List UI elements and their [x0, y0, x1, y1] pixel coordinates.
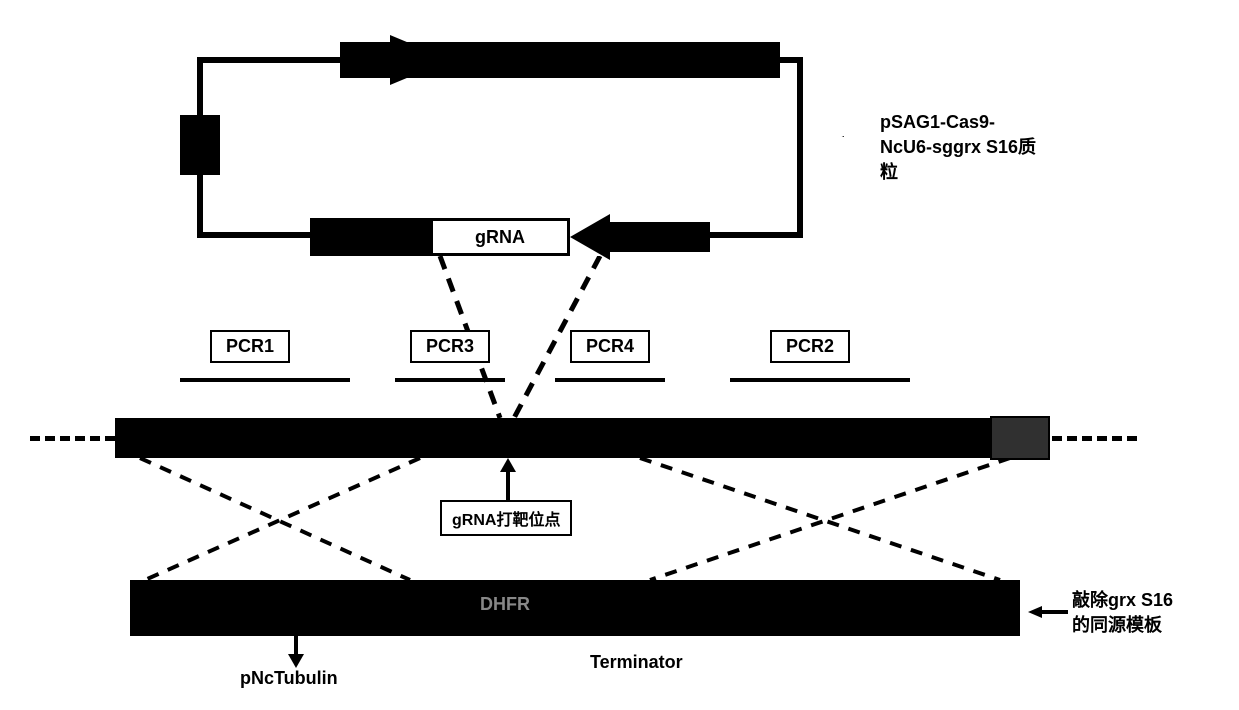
- donor-label-line2: 的同源模板: [1072, 615, 1162, 635]
- homology-cross-lines: [0, 458, 1100, 580]
- plasmid-label-line1: pSAG1-Cas9-: [880, 112, 995, 132]
- grna-target-lines: [0, 256, 1100, 418]
- pnctubulin-arrow: [284, 636, 308, 668]
- genome-right-element: [990, 416, 1050, 460]
- pnctubulin-label: pNcTubulin: [240, 668, 338, 689]
- genome-dash-right: [1052, 436, 1137, 441]
- donor-label-arrow: [1028, 605, 1068, 619]
- pcr2-box: PCR2: [770, 330, 850, 363]
- crispr-knockout-diagram: gRNA pSAG1-Cas9- NcU6-sggrx S16质 粒 PCR1 …: [0, 0, 1239, 710]
- pcr1-label: PCR1: [226, 336, 274, 356]
- pcr4-box: PCR4: [570, 330, 650, 363]
- pcr1-amplicon-line: [180, 378, 350, 382]
- u6-promoter-arrow: [570, 214, 710, 260]
- pcr2-amplicon-line: [730, 378, 910, 382]
- grna-terminator-block: [310, 218, 430, 256]
- donor-label-line1: 敲除grx S16: [1072, 590, 1173, 610]
- plasmid-label-arrow: [830, 135, 875, 137]
- donor-template-label: 敲除grx S16 的同源模板: [1072, 588, 1173, 638]
- terminator-label: Terminator: [590, 652, 683, 673]
- grna-label-box: gRNA: [430, 218, 570, 256]
- plasmid-label-line2: NcU6-sggrx S16质: [880, 137, 1036, 157]
- pcr3-label: PCR3: [426, 336, 474, 356]
- pcr3-amplicon-line: [395, 378, 505, 382]
- donor-template-band: [130, 580, 1020, 636]
- grna-text: gRNA: [475, 227, 525, 248]
- plasmid-label-line3: 粒: [880, 162, 898, 182]
- pcr4-amplicon-line: [555, 378, 665, 382]
- donor-marker-label: DHFR: [480, 594, 530, 615]
- genome-dash-left: [30, 436, 115, 441]
- pcr1-box: PCR1: [210, 330, 290, 363]
- pcr3-box: PCR3: [410, 330, 490, 363]
- plasmid-label: pSAG1-Cas9- NcU6-sggrx S16质 粒: [880, 110, 1036, 186]
- pcr2-label: PCR2: [786, 336, 834, 356]
- pcr4-label: PCR4: [586, 336, 634, 356]
- genome-locus-band: [115, 418, 1035, 458]
